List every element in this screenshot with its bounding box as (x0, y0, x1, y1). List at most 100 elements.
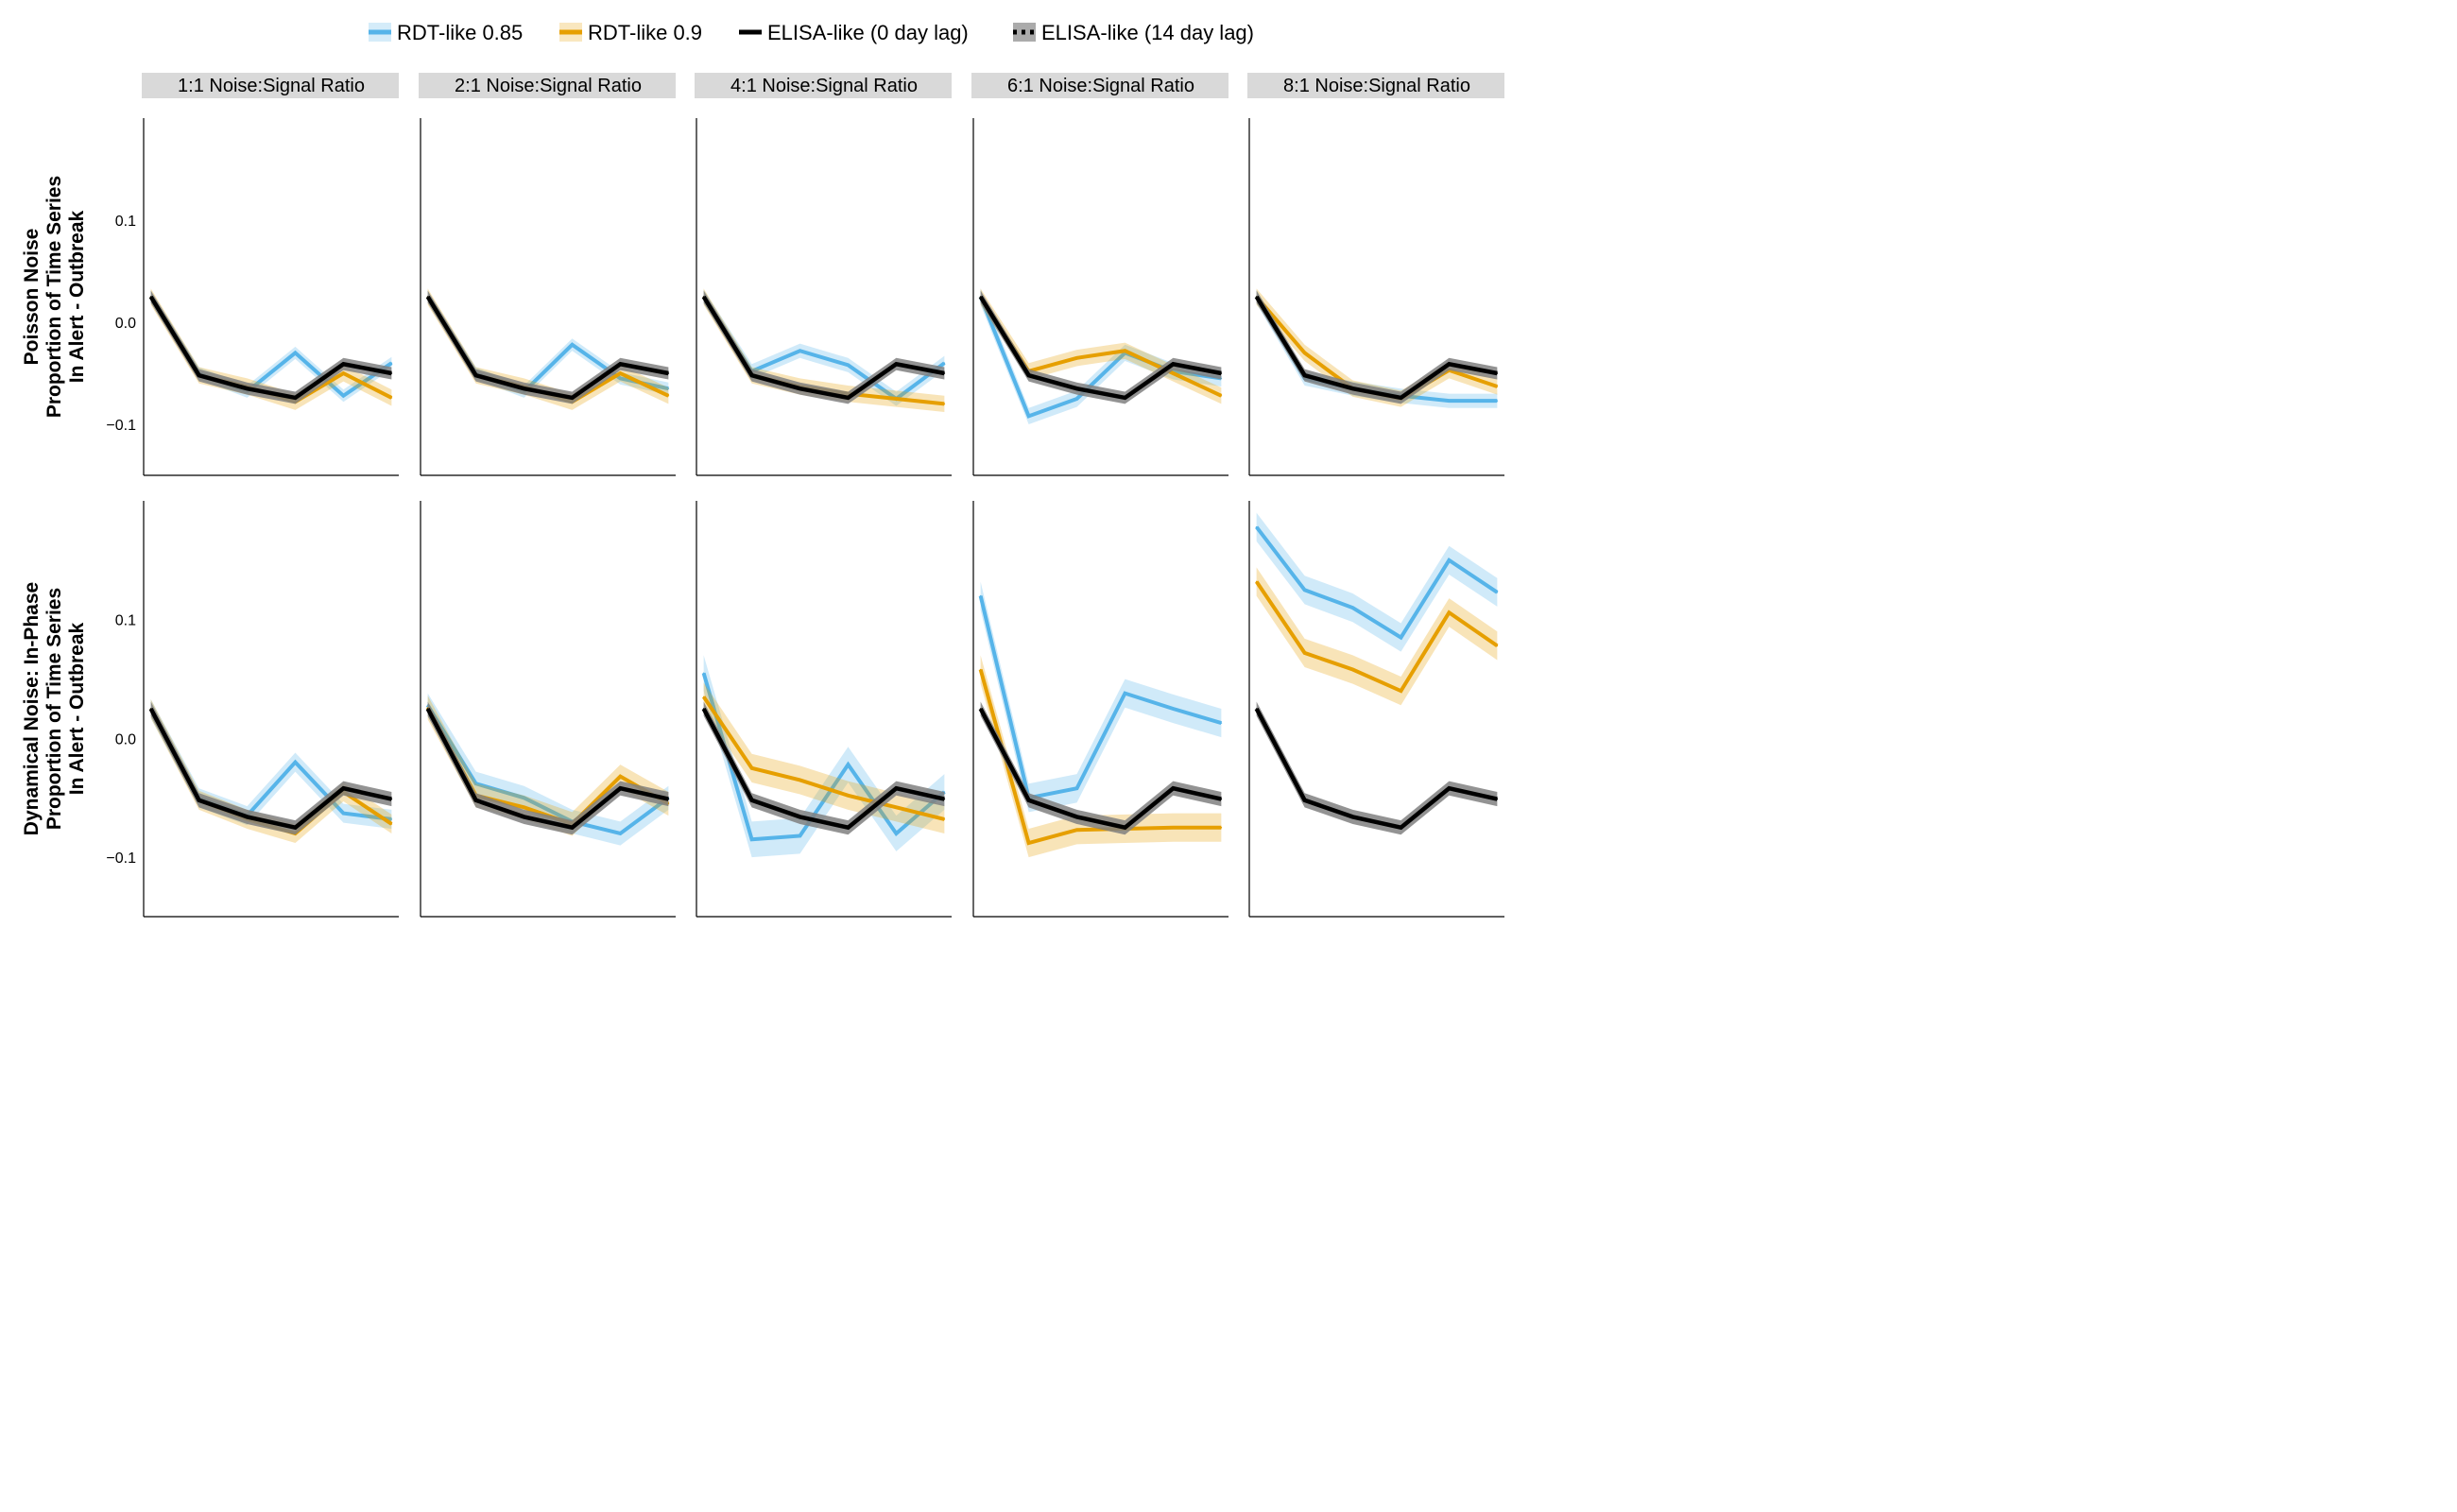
legend-item: RDT-like 0.85 (369, 21, 523, 44)
legend: RDT-like 0.85 RDT-like 0.9 ELISA-like (0 d… (369, 21, 1254, 44)
data-point (702, 708, 705, 710)
data-point (1303, 652, 1306, 654)
data-point (342, 394, 345, 397)
series-line (425, 707, 669, 831)
data-point (979, 296, 982, 298)
data-point (474, 374, 477, 376)
data-point (523, 387, 525, 390)
data-point (1255, 525, 1258, 528)
data-point (1400, 636, 1402, 639)
series-elisa (701, 701, 946, 835)
strip-background (419, 73, 676, 98)
data-point (149, 296, 152, 298)
data-point (619, 372, 622, 374)
facet-panel (696, 118, 952, 476)
data-point (342, 363, 345, 366)
series-line (1255, 295, 1499, 402)
series-line (701, 696, 945, 821)
series-line (1254, 295, 1498, 401)
data-point (1124, 397, 1126, 399)
data-point (667, 387, 670, 390)
y-tick-label: 0.1 (115, 613, 136, 629)
series-elisa (978, 290, 1223, 404)
data-point (149, 708, 152, 710)
strip-label: 4:1 Noise:Signal Ratio (730, 76, 918, 96)
data-point (1075, 357, 1078, 359)
data-point (1255, 296, 1258, 298)
faceted-line-chart: RDT-like 0.85 RDT-like 0.9 ELISA-like (0 d… (21, 21, 1504, 918)
series-line (978, 295, 1222, 401)
strip-background (1247, 73, 1504, 98)
legend-label: ELISA-like (0 day lag) (767, 21, 969, 44)
data-point (523, 806, 525, 809)
row-title-line: Dynamical Noise: In-Phase (21, 582, 43, 835)
data-point (1220, 798, 1223, 800)
data-point (750, 767, 753, 769)
confidence-band (980, 290, 1222, 404)
facet-strip: 2:1 Noise:Signal Ratio (419, 73, 676, 98)
strip-background (142, 73, 399, 98)
data-point (667, 798, 670, 800)
data-point (979, 668, 982, 671)
data-point (1400, 826, 1402, 829)
facet-strip: 8:1 Noise:Signal Ratio (1247, 73, 1504, 98)
data-point (1496, 798, 1499, 800)
data-point (198, 374, 200, 376)
series-rdt085 (1255, 512, 1499, 652)
data-point (294, 352, 297, 354)
data-point (390, 823, 393, 825)
y-tick-label: −0.1 (106, 418, 136, 434)
data-point (1351, 387, 1354, 390)
facet-panel (972, 501, 1228, 918)
data-point (895, 398, 898, 400)
confidence-band (703, 290, 945, 404)
data-point (1124, 826, 1126, 829)
confidence-band (1256, 567, 1498, 706)
facet-panel: 0.1 0.0 −0.1 (106, 501, 399, 918)
data-point (571, 397, 574, 399)
facet-strip: 1:1 Noise:Signal Ratio (142, 73, 399, 98)
data-point (474, 782, 477, 784)
series-line (425, 704, 670, 836)
facet-panel (696, 501, 952, 918)
series-line (701, 707, 945, 831)
data-point (750, 799, 753, 801)
row-title-line: Proportion of Time Series (43, 588, 65, 830)
series-line (701, 295, 945, 401)
data-point (426, 296, 429, 298)
data-point (198, 799, 200, 801)
series-elisa (425, 701, 670, 835)
series-elisa (978, 701, 1223, 835)
data-point (1027, 842, 1030, 844)
data-point (1448, 363, 1451, 366)
strip-label: 1:1 Noise:Signal Ratio (178, 76, 365, 96)
data-point (1303, 374, 1306, 376)
facet-strip: 6:1 Noise:Signal Ratio (971, 73, 1228, 98)
data-point (1448, 787, 1451, 790)
data-point (667, 372, 670, 374)
facet-strips: 1:1 Noise:Signal Ratio 2:1 Noise:Signal R… (142, 73, 1504, 98)
data-point (294, 397, 297, 399)
series-line (148, 295, 392, 401)
series-line (978, 707, 1222, 831)
data-point (799, 779, 801, 782)
data-point (523, 797, 525, 799)
data-point (1220, 372, 1223, 374)
data-point (1220, 826, 1223, 829)
series-elisa (148, 290, 393, 404)
series-line (701, 672, 946, 842)
y-tick-label: −0.1 (106, 850, 136, 867)
data-point (943, 818, 946, 820)
confidence-band (980, 701, 1222, 835)
data-point (1124, 692, 1126, 695)
series-line (1255, 525, 1499, 641)
series-line (978, 595, 1222, 800)
data-point (246, 387, 249, 390)
data-point (246, 816, 249, 818)
data-point (1351, 816, 1354, 818)
series-line (425, 295, 669, 401)
data-point (702, 296, 705, 298)
data-point (1400, 690, 1402, 692)
data-point (390, 397, 393, 399)
y-tick-label: 0.0 (115, 731, 136, 747)
